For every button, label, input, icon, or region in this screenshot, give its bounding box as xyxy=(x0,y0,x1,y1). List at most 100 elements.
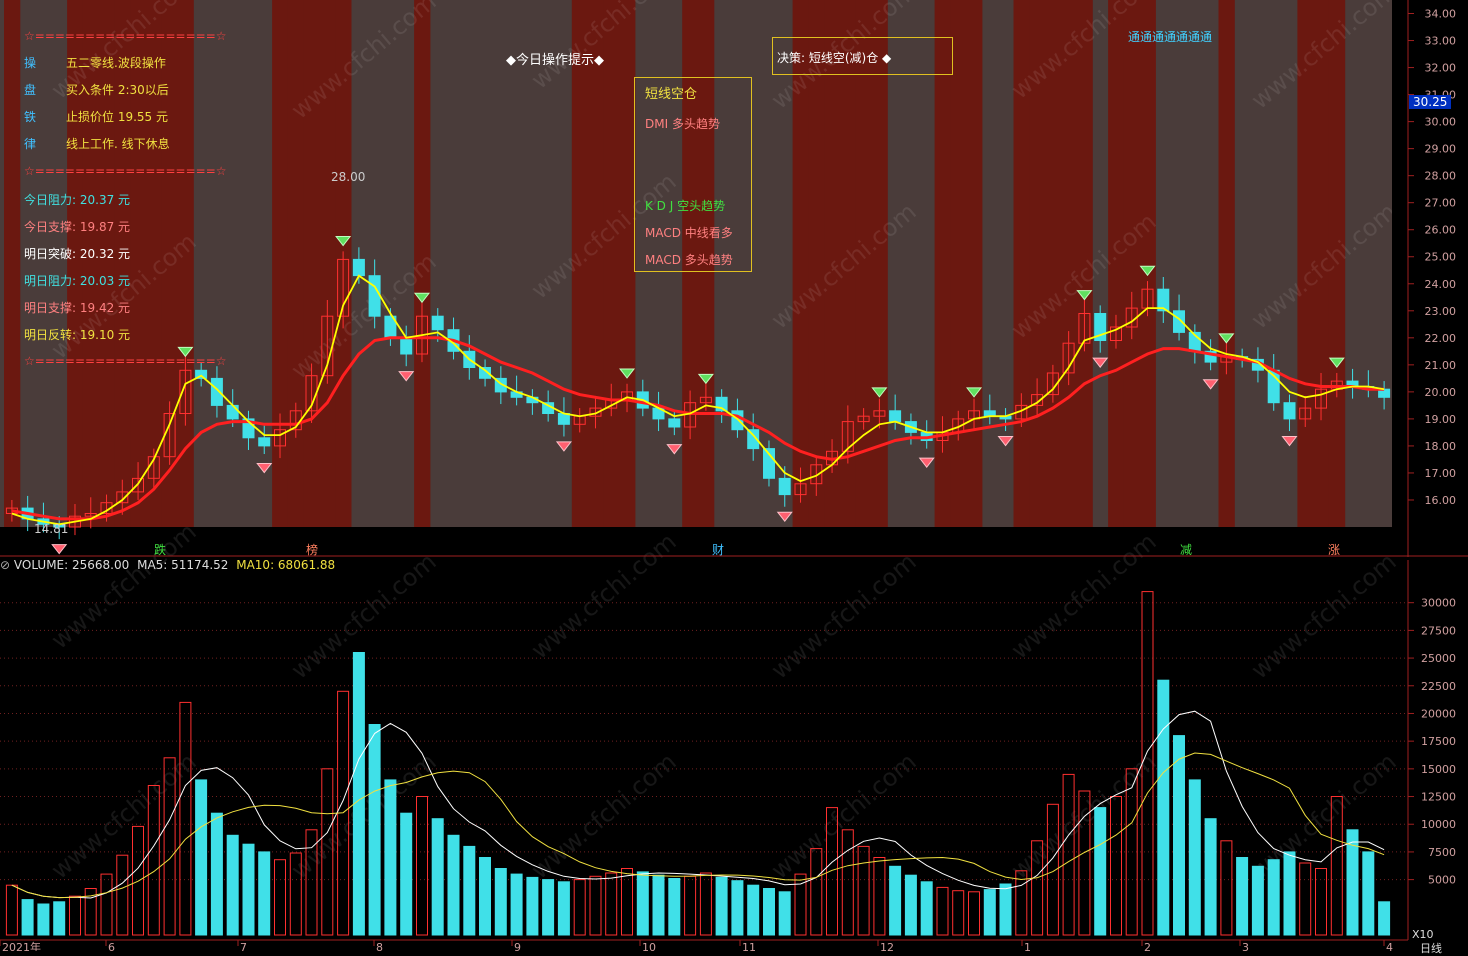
level-label: 明日反转: xyxy=(24,328,80,342)
band-up xyxy=(619,0,636,527)
price-tick-label: 17.00 xyxy=(1425,467,1457,480)
volume-tick-label: 15000 xyxy=(1421,763,1456,776)
x-tick-label: 11 xyxy=(742,941,756,951)
level-row: 明日突破: 20.32 元 xyxy=(24,245,130,262)
collapse-icon[interactable]: ⊘ xyxy=(0,558,11,572)
volume-tick-label: 12500 xyxy=(1421,791,1456,804)
period-label[interactable]: 日线 xyxy=(1420,942,1442,955)
fast-trend-line xyxy=(11,274,1385,526)
candle-down xyxy=(479,367,491,379)
watermark-text: www.cfchi.com xyxy=(1006,747,1162,884)
low-label: 14.81 xyxy=(34,522,69,536)
candle-up xyxy=(416,315,428,355)
x-tick-label: 9 xyxy=(514,941,521,951)
watermark-text: www.cfchi.com xyxy=(46,517,202,654)
info-value: 止损价位 19.55 元 xyxy=(66,110,168,124)
band-up xyxy=(966,0,983,527)
candle-up xyxy=(116,491,129,504)
band-up xyxy=(950,0,967,527)
candle-up xyxy=(699,396,712,404)
peak-gem-icon xyxy=(413,292,430,304)
volume-bar-up xyxy=(841,829,854,936)
volume-bar-up xyxy=(100,873,113,936)
band-up xyxy=(840,0,857,527)
volume-bar-up xyxy=(589,875,602,936)
price-tick-label: 20.00 xyxy=(1425,386,1457,399)
volume-bar-down xyxy=(763,888,775,936)
band-up xyxy=(1060,0,1078,527)
price-tick-label: 19.00 xyxy=(1425,413,1457,426)
candle-down xyxy=(368,275,381,317)
volume-ma10-line xyxy=(11,752,1385,899)
candle-up xyxy=(873,410,886,417)
candle-up xyxy=(794,483,807,496)
level-row: 明日阻力: 20.03 元 xyxy=(24,272,130,289)
candle-down xyxy=(226,404,239,420)
volume-bar-down xyxy=(400,812,413,936)
volume-bar-up xyxy=(968,891,980,936)
level-row: 明日反转: 19.10 元 xyxy=(24,326,130,343)
watermark-text: www.cfchi.com xyxy=(1006,527,1162,664)
volume-tick-label: 30000 xyxy=(1421,597,1456,610)
volume-unit-label: X10 xyxy=(1412,928,1434,941)
peak-gem-icon xyxy=(335,236,352,247)
candle-up xyxy=(1315,388,1327,409)
cyan-title: 通通通通通通通 xyxy=(1128,30,1213,44)
volume-bar-up xyxy=(936,886,949,936)
volume-bar-up xyxy=(1078,790,1091,936)
watermark-text: www.cfchi.com xyxy=(766,747,922,884)
signal-2: DMI 多头趋势 xyxy=(645,117,720,131)
band-up xyxy=(98,0,115,527)
volume-bar-down xyxy=(258,851,271,936)
info-key: 铁 xyxy=(24,110,37,124)
volume-bar-down xyxy=(226,834,239,936)
candle-down xyxy=(715,396,728,412)
volume-bar-up xyxy=(1299,862,1312,936)
level-value: 20.32 元 xyxy=(79,247,131,261)
volume-bar-up xyxy=(794,873,807,936)
peak-gem-icon xyxy=(1076,290,1093,301)
candle-down xyxy=(778,477,791,496)
event-marker: 榜 xyxy=(306,543,319,557)
info-separator-top: ☆==================☆ xyxy=(24,29,227,43)
watermark-text: www.cfchi.com xyxy=(766,547,922,684)
legend-ma5: MA5: 51174.52 xyxy=(137,558,229,572)
volume-bar-down xyxy=(1267,859,1280,936)
candle-down xyxy=(258,437,271,447)
volume-bar-down xyxy=(368,724,381,936)
peak-gem-icon xyxy=(871,387,888,398)
band-up xyxy=(161,0,178,527)
current-price-tag: 30.25 xyxy=(1409,95,1452,109)
price-tick-label: 33.00 xyxy=(1425,35,1457,48)
volume-bar-down xyxy=(479,857,491,936)
volume-bar-up xyxy=(699,872,712,936)
volume-bar-up xyxy=(163,757,176,936)
volume-bar-down xyxy=(557,881,570,936)
trend-lines xyxy=(11,274,1385,526)
level-value: 19.42 元 xyxy=(79,301,131,315)
band-up xyxy=(414,0,431,527)
price-tick-label: 27.00 xyxy=(1425,197,1457,210)
volume-bar-down xyxy=(778,891,791,936)
volume-grid xyxy=(0,602,1408,881)
volume-bar-up xyxy=(1330,796,1343,936)
band-up xyxy=(1123,0,1141,527)
volume-bar-down xyxy=(1362,851,1375,936)
event-marker: 涨 xyxy=(1328,543,1341,557)
candle-down xyxy=(431,315,444,331)
volume-bar-up xyxy=(84,888,97,936)
band-up xyxy=(1328,0,1346,527)
volume-bar-down xyxy=(889,865,902,936)
trough-gem-icon xyxy=(256,463,273,474)
volume-tick-label: 7500 xyxy=(1428,846,1456,859)
candle-down xyxy=(352,258,365,277)
candle-down xyxy=(210,377,223,406)
volume-bar-up xyxy=(826,807,838,936)
candle-up xyxy=(1110,326,1122,341)
volume-bar-down xyxy=(242,843,255,936)
peak-gem-icon xyxy=(1218,333,1235,344)
volume-bar-down xyxy=(1251,865,1264,936)
info-value: 买入条件 2:30以后 xyxy=(66,83,169,97)
volume-bar-up xyxy=(857,845,870,936)
band-up xyxy=(1108,0,1125,527)
